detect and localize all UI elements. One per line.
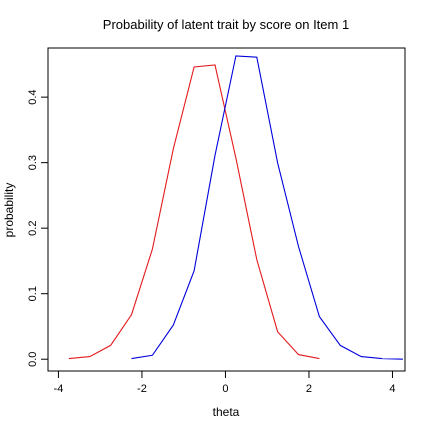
x-tick-label: -4 [54,383,64,395]
x-axis-label: theta [213,405,240,419]
y-tick-label: 0.4 [27,89,39,104]
y-tick-label: 0.0 [27,352,39,367]
plot-frame [47,47,406,372]
y-tick-label: 0.1 [27,286,39,301]
y-tick-label: 0.2 [27,221,39,236]
series-line-1 [68,64,320,360]
y-axis-label: probability [2,183,16,238]
series-line-2 [131,55,403,360]
chart-title: Probability of latent trait by score on … [103,17,349,32]
y-tick-label: 0.3 [27,155,39,170]
x-tick-label: 2 [306,383,312,395]
x-tick-label: -2 [137,383,147,395]
x-tick-label: 0 [222,383,228,395]
x-tick-label: 4 [389,383,395,395]
